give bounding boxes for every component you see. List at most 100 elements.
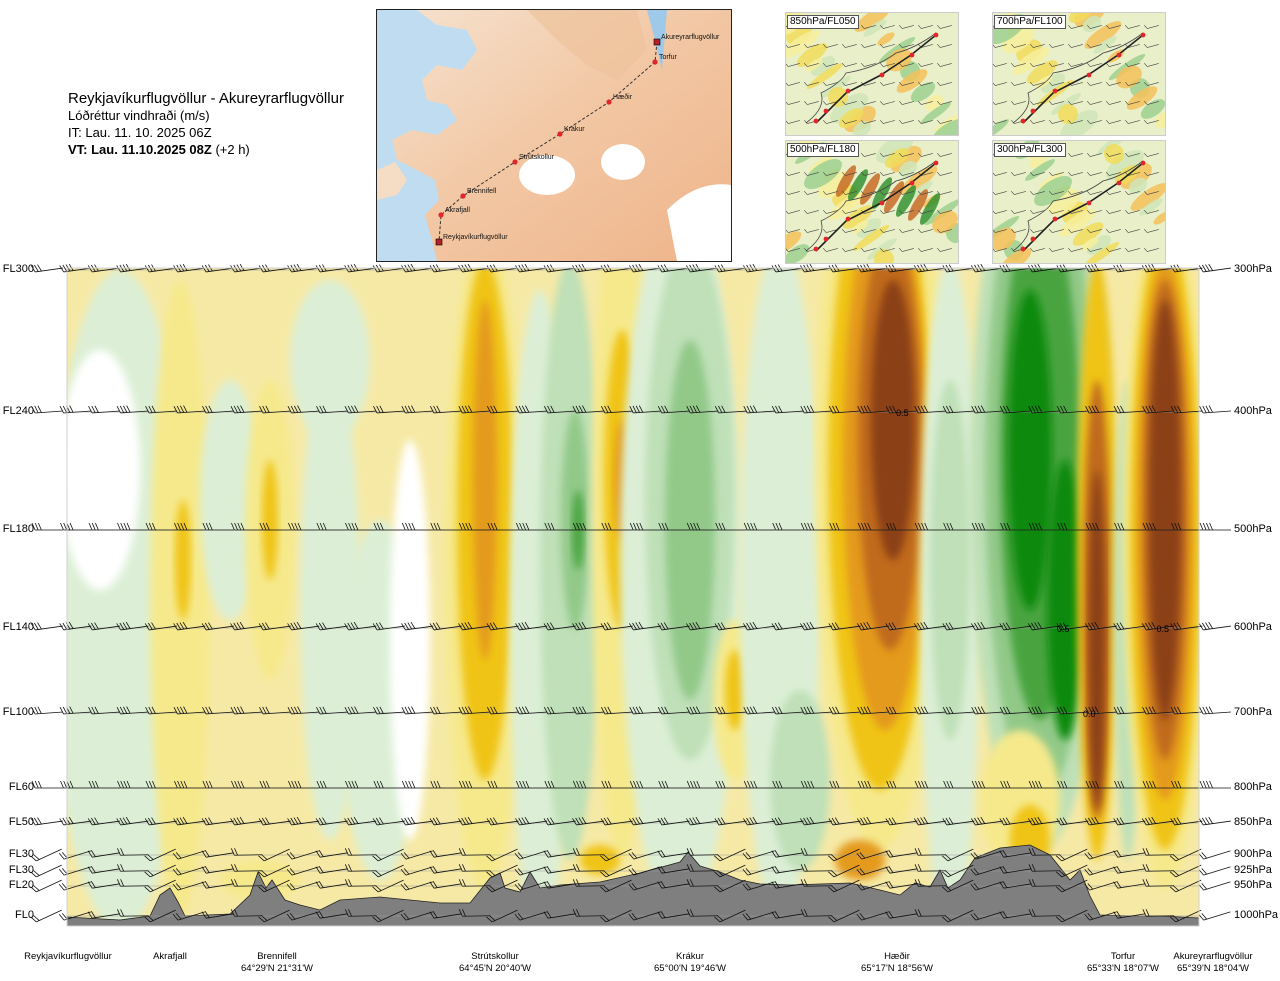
wind-barb — [743, 522, 776, 531]
wind-barb — [429, 817, 462, 826]
wind-barb — [800, 522, 833, 531]
wind-barb — [714, 879, 746, 893]
wind-barb — [686, 864, 719, 872]
wind-barb — [58, 911, 92, 921]
wind-barb — [971, 706, 1004, 715]
wind-barb — [714, 622, 747, 631]
location-label: Akrafjall — [110, 951, 230, 963]
wind-barb — [970, 850, 1003, 860]
wind-barb — [259, 405, 291, 414]
wind-barb — [286, 881, 319, 891]
wind-barb — [686, 522, 719, 531]
wind-barb — [800, 706, 833, 715]
wind-barb — [515, 816, 548, 826]
wind-barb — [1170, 405, 1203, 414]
wind-barb — [800, 848, 833, 856]
wind-barb — [885, 817, 918, 826]
wind-barb — [373, 405, 405, 414]
wind-barb — [942, 622, 975, 631]
wind-barb — [345, 522, 377, 531]
flight-level-label: FL0 — [15, 909, 34, 921]
wind-barb — [914, 780, 947, 789]
waypoint-marker-icon — [438, 212, 444, 218]
wind-barb — [458, 405, 491, 414]
wind-barb — [1085, 706, 1117, 715]
wind-barb — [316, 405, 348, 414]
airport-marker-icon — [653, 38, 661, 46]
pressure-label: 400hPa — [1234, 405, 1272, 417]
pressure-label: 950hPa — [1234, 879, 1272, 891]
wind-barb — [941, 909, 974, 923]
wind-barb — [628, 911, 661, 921]
wind-barb — [144, 817, 177, 826]
location-coord: 64°29'N 21°31'W — [241, 963, 313, 974]
location-name: Hæðir — [884, 951, 910, 962]
wind-barb — [259, 706, 291, 715]
wind-barb — [315, 850, 348, 858]
wind-barb — [344, 621, 377, 631]
wind-barb — [116, 621, 149, 631]
wind-barb — [487, 522, 519, 531]
wind-barb — [1028, 864, 1061, 872]
wind-barb — [400, 866, 433, 876]
wind-barb — [1028, 879, 1061, 887]
wind-barb — [144, 909, 176, 923]
wind-barb — [373, 522, 405, 531]
wind-barb — [628, 866, 661, 876]
wind-barb — [658, 522, 690, 531]
wind-barb — [657, 706, 690, 715]
wind-barb — [999, 911, 1032, 919]
wind-barb — [857, 706, 890, 715]
route-title: Reykjavíkurflugvöllur - Akureyrarflugvöl… — [68, 90, 344, 107]
wind-barb — [344, 816, 377, 826]
wind-barb — [1055, 879, 1088, 893]
wind-barb — [230, 706, 263, 715]
wind-barb — [742, 881, 775, 891]
wind-barb — [885, 405, 918, 414]
waypoint-label: Krákur — [564, 126, 585, 133]
wind-barb — [742, 850, 775, 860]
wind-barb — [1169, 864, 1202, 878]
wind-barb — [172, 850, 205, 860]
flight-level-label: FL100 — [2, 706, 34, 718]
wind-barb — [344, 864, 377, 872]
wind-barb — [202, 706, 234, 715]
wind-barb — [544, 780, 576, 789]
wind-barb — [771, 706, 804, 715]
wind-barb — [1084, 816, 1117, 826]
wind-barb — [914, 522, 947, 531]
mini-map-4: 300hPa/FL300 — [992, 140, 1166, 264]
wind-barb — [885, 622, 918, 631]
wind-barb — [941, 864, 974, 878]
wind-barb — [202, 405, 234, 414]
wind-barb — [117, 864, 149, 872]
wind-barb — [600, 879, 632, 893]
wind-barb — [1000, 780, 1032, 789]
wind-barb — [742, 866, 775, 876]
mini-map-label: 500hPa/FL180 — [787, 143, 859, 157]
map-waypoints: Akureyrarflugvöllur Torfur Hæðir Krákur Strú… — [435, 34, 720, 246]
mini-map-3: 500hPa/FL180 — [785, 140, 959, 264]
wind-barb — [316, 780, 348, 789]
wind-barb — [116, 263, 149, 273]
wind-barb — [144, 879, 176, 893]
wind-barb — [287, 816, 320, 826]
airport-marker-icon — [435, 238, 443, 246]
wind-barb — [828, 864, 860, 878]
wind-barb — [1199, 405, 1231, 414]
pressure-label: 900hPa — [1234, 848, 1272, 860]
wind-barb — [742, 911, 775, 921]
wind-barb — [401, 816, 434, 826]
wind-barb — [30, 848, 62, 862]
wind-barb — [714, 864, 746, 878]
wind-barb — [230, 909, 263, 917]
waypoint-label: Akureyrarflugvöllur — [661, 34, 720, 41]
wind-barb — [145, 706, 177, 715]
wind-barb — [1056, 622, 1089, 631]
wind-barb — [856, 621, 890, 631]
wind-barb — [315, 866, 348, 874]
wind-barb — [1169, 848, 1202, 862]
wind-barb — [999, 622, 1032, 631]
wind-barb — [743, 405, 776, 414]
wind-barb — [657, 405, 690, 414]
